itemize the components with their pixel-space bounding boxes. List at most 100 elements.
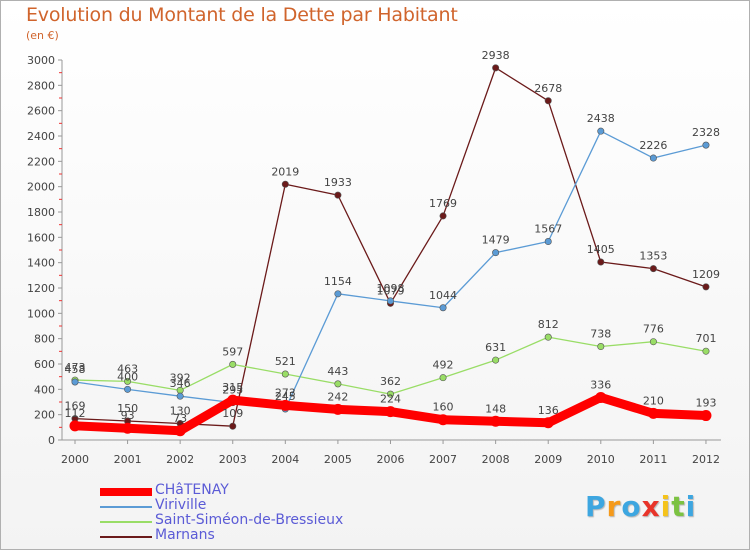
data-label: 242 <box>327 390 348 403</box>
x-tick-label: 2002 <box>166 453 194 466</box>
data-point <box>649 154 657 162</box>
data-point <box>439 304 447 312</box>
data-point <box>439 212 447 220</box>
data-label: 362 <box>380 375 401 388</box>
y-tick-label: 1200 <box>27 282 55 295</box>
data-label: 2938 <box>482 49 510 62</box>
data-point <box>227 394 239 406</box>
data-label: 1567 <box>534 223 562 236</box>
x-tick-label: 2008 <box>482 453 510 466</box>
logo-letter: i <box>685 490 697 523</box>
data-point <box>124 385 132 393</box>
data-label: 73 <box>173 412 187 425</box>
legend-swatch <box>100 487 152 496</box>
y-tick-label: 800 <box>34 333 55 346</box>
data-label: 148 <box>485 402 506 415</box>
logo-letter: i <box>660 490 672 523</box>
data-label: 463 <box>117 362 138 375</box>
data-label: 458 <box>65 363 86 376</box>
data-point <box>597 343 605 351</box>
data-point <box>544 333 552 341</box>
series-lines <box>69 64 712 437</box>
y-tick-label: 0 <box>48 434 55 447</box>
y-tick-label: 2600 <box>27 105 55 118</box>
data-point <box>702 141 710 149</box>
chart-title: Evolution du Montant de la Dette par Hab… <box>26 4 458 26</box>
data-label: 193 <box>695 397 716 410</box>
data-point <box>544 238 552 246</box>
data-point <box>544 97 552 105</box>
data-label: 2226 <box>639 139 667 152</box>
x-tick-label: 2011 <box>639 453 667 466</box>
data-label: 443 <box>327 365 348 378</box>
data-point <box>124 377 132 385</box>
data-point <box>122 422 134 434</box>
data-label: 1405 <box>587 243 615 256</box>
data-label: 1098 <box>376 282 404 295</box>
data-label: 1933 <box>324 176 352 189</box>
proxiti-logo: Proxiti <box>585 490 696 523</box>
y-tick-label: 200 <box>34 409 55 422</box>
data-point <box>334 380 342 388</box>
data-point <box>384 406 396 418</box>
data-label: 473 <box>65 361 86 374</box>
data-label: 492 <box>433 359 454 372</box>
data-label: 109 <box>222 407 243 420</box>
axes: 0 200 400 600 800 1000 1200 1400 1600 1800 2000 220… <box>27 54 721 466</box>
legend: CHâTENAY Viriville Saint-Siméon-de-Bressie… <box>100 482 500 544</box>
data-label: 631 <box>485 341 506 354</box>
data-point <box>649 338 657 346</box>
data-label: 701 <box>695 332 716 345</box>
data-point <box>71 378 79 386</box>
legend-swatch <box>100 535 152 538</box>
x-tick-label: 2004 <box>271 453 299 466</box>
data-label: 776 <box>643 323 664 336</box>
data-label: 597 <box>222 345 243 358</box>
legend-swatch <box>100 520 152 523</box>
y-tick-label: 1000 <box>27 307 55 320</box>
y-tick-label: 2800 <box>27 79 55 92</box>
data-label: 392 <box>170 371 191 384</box>
data-label: 2678 <box>534 82 562 95</box>
x-tick-label: 2006 <box>376 453 404 466</box>
x-tick-label: 2010 <box>587 453 615 466</box>
data-point <box>69 420 81 432</box>
data-label: 2019 <box>271 165 299 178</box>
y-tick-label: 2000 <box>27 181 55 194</box>
data-label: 245 <box>275 390 296 403</box>
legend-label: Marnans <box>155 527 215 543</box>
legend-label: Viriville <box>155 497 207 513</box>
data-point <box>176 392 184 400</box>
data-label: 2438 <box>587 112 615 125</box>
data-label: 812 <box>538 318 559 331</box>
data-point <box>700 410 712 422</box>
data-label: 1209 <box>692 268 720 281</box>
data-label: 346 <box>170 377 191 390</box>
logo-letter: o <box>621 490 642 523</box>
data-point <box>595 391 607 403</box>
data-label: 210 <box>643 394 664 407</box>
y-tick-label: 1600 <box>27 231 55 244</box>
legend-item: Saint-Siméon-de-Bressieux <box>100 512 500 529</box>
y-tick-label: 2400 <box>27 130 55 143</box>
logo-letter: x <box>641 490 661 523</box>
x-tick-label: 2007 <box>429 453 457 466</box>
data-label: 400 <box>117 370 138 383</box>
data-label: 1079 <box>376 284 404 297</box>
data-point <box>229 360 237 368</box>
y-tick-label: 1400 <box>27 257 55 270</box>
data-point <box>492 356 500 364</box>
y-tick-label: 2200 <box>27 155 55 168</box>
data-label: 521 <box>275 355 296 368</box>
data-label: 160 <box>433 401 454 414</box>
data-label: 1479 <box>482 234 510 247</box>
y-tick-label: 400 <box>34 383 55 396</box>
data-point <box>647 407 659 419</box>
data-label: 336 <box>590 378 611 391</box>
data-point <box>492 249 500 257</box>
data-point <box>597 258 605 266</box>
data-point <box>174 425 186 437</box>
data-point <box>702 283 710 291</box>
data-label: 1769 <box>429 197 457 210</box>
